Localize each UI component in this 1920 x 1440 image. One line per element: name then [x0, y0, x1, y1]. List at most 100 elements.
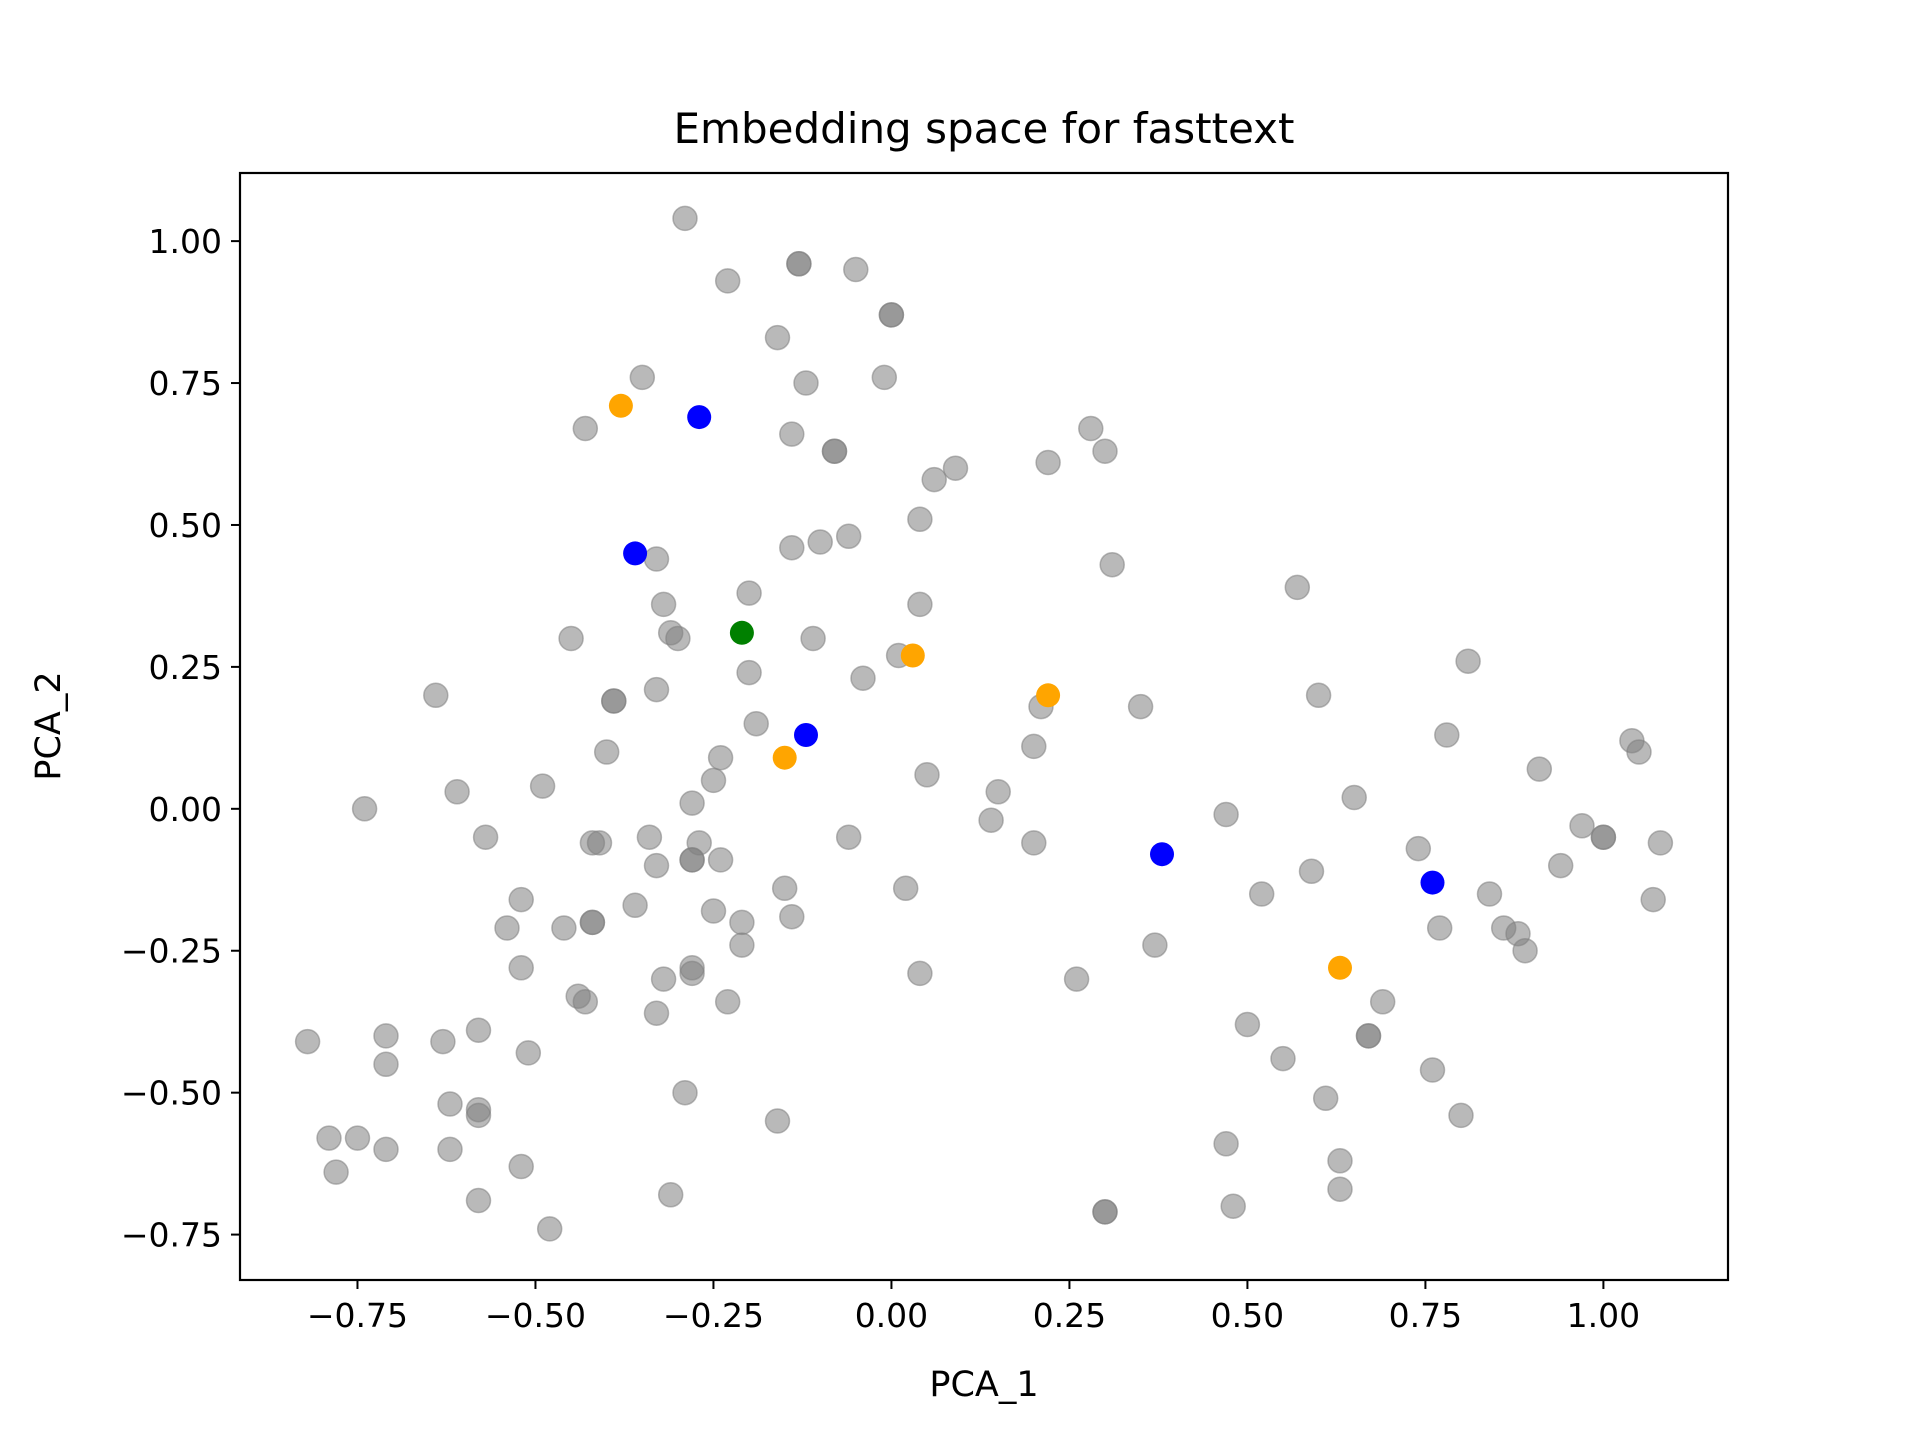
scatter-point-0-26: [650, 591, 677, 618]
scatter-point-0-136: [764, 1108, 791, 1134]
scatter-point-0-87: [771, 875, 798, 902]
x-tick-label: −0.25: [663, 1296, 764, 1335]
scatter-point-0-124: [1355, 1023, 1382, 1049]
scatter-point-1-0: [687, 405, 712, 430]
scatter-point-0-84: [622, 892, 648, 919]
scatter-point-0-42: [1305, 682, 1332, 709]
scatter-point-0-125: [1369, 989, 1396, 1015]
scatter-point-0-138: [1092, 1199, 1118, 1225]
scatter-point-2-4: [1328, 955, 1352, 980]
scatter-point-0-97: [572, 989, 599, 1015]
scatter-point-0-86: [729, 909, 755, 936]
scatter-point-0-64: [586, 830, 613, 856]
scatter-point-0-144: [1448, 1102, 1474, 1129]
y-tick-label: −0.50: [121, 1074, 222, 1113]
scatter-point-0-55: [700, 767, 727, 794]
scatter-point-0-114: [430, 1028, 456, 1055]
scatter-point-0-56: [679, 790, 705, 816]
scatter-point-3-0: [729, 620, 754, 645]
scatter-point-0-21: [643, 546, 670, 572]
scatter-point-0-105: [1063, 966, 1090, 992]
scatter-point-0-60: [1341, 784, 1367, 811]
scatter-point-0-128: [344, 1125, 371, 1151]
scatter-point-0-44: [1127, 693, 1154, 720]
scatter-point-2-2: [1036, 683, 1061, 708]
scatter-point-0-7: [764, 324, 791, 351]
scatter-point-0-37: [643, 676, 670, 703]
scatter-point-0-80: [494, 915, 520, 941]
scatter-point-0-9: [793, 370, 819, 396]
scatter-point-0-133: [508, 1153, 534, 1180]
scatter-point-0-8: [629, 364, 656, 391]
scatter-point-0-70: [707, 847, 734, 873]
points-layer: [294, 205, 1674, 1242]
x-tick-label: −0.50: [485, 1296, 586, 1335]
x-tick-label: 0.75: [1389, 1296, 1462, 1335]
scatter-point-0-120: [672, 1079, 698, 1106]
scatter-point-0-134: [536, 1216, 563, 1242]
y-tick-label: 0.50: [149, 506, 222, 545]
scatter-point-0-3: [786, 251, 812, 277]
scatter-point-0-112: [373, 1023, 399, 1049]
scatter-point-0-62: [472, 824, 499, 850]
scatter-point-0-110: [1512, 937, 1538, 964]
scatter-point-0-79: [508, 886, 534, 913]
scatter-point-0-132: [465, 1187, 492, 1214]
scatter-point-1-3: [1150, 842, 1174, 867]
scatter-point-0-90: [1248, 881, 1275, 907]
scatter-point-0-101: [729, 932, 755, 958]
scatter-point-1-4: [1420, 870, 1445, 895]
scatter-point-0-4: [843, 256, 869, 283]
scatter-point-0-85: [700, 898, 727, 924]
scatter-point-0-14: [821, 438, 848, 464]
scatter-point-0-111: [294, 1028, 321, 1055]
scatter-point-0-81: [551, 915, 577, 941]
scatter-point-0-66: [643, 852, 670, 879]
scatter-point-0-107: [1426, 915, 1453, 941]
scatter-point-0-45: [743, 710, 769, 737]
x-tick-label: 1.00: [1567, 1296, 1640, 1335]
scatter-point-0-78: [1647, 830, 1674, 856]
scatter-point-0-104: [907, 960, 933, 987]
scatter-point-0-24: [835, 523, 862, 550]
scatter-point-0-15: [1078, 415, 1104, 442]
chart-title: Embedding space for fasttext: [674, 104, 1295, 153]
scatter-point-2-0: [608, 393, 633, 418]
scatter-point-1-2: [794, 723, 818, 747]
scatter-point-0-16: [1035, 449, 1061, 476]
scatter-point-1-1: [623, 541, 648, 566]
scatter-point-0-77: [1590, 824, 1617, 850]
scatter-point-0-18: [921, 466, 947, 493]
scatter-point-0-39: [601, 688, 627, 714]
scatter-point-0-17: [1092, 438, 1118, 464]
scatter-point-0-52: [351, 796, 378, 822]
scatter-point-0-53: [444, 779, 470, 805]
scatter-point-0-40: [736, 659, 762, 686]
scatter-point-0-19: [942, 455, 969, 481]
y-tick-label: −0.25: [121, 932, 222, 971]
x-tick-label: 0.25: [1033, 1296, 1106, 1335]
scatter-point-0-32: [665, 625, 691, 652]
scatter-point-0-75: [1569, 813, 1595, 839]
scatter-point-0-48: [1021, 733, 1047, 760]
scatter-point-0-47: [707, 744, 734, 771]
scatter-point-0-71: [835, 824, 862, 850]
scatter-point-0-93: [1547, 852, 1574, 879]
scatter-point-0-94: [1640, 886, 1666, 913]
x-tick-label: 0.50: [1211, 1296, 1284, 1335]
scatter-point-0-10: [871, 364, 898, 391]
scatter-point-0-58: [985, 779, 1011, 805]
scatter-point-0-126: [1419, 1057, 1446, 1083]
scatter-point-0-22: [779, 534, 805, 561]
scatter-point-0-23: [807, 529, 833, 555]
plot-frame: [238, 171, 1730, 1282]
scatter-point-0-135: [657, 1182, 684, 1208]
scatter-point-0-46: [593, 739, 620, 765]
x-tick-label: 0.00: [855, 1296, 928, 1335]
scatter-point-0-28: [907, 591, 933, 618]
scatter-point-0-140: [1220, 1193, 1246, 1219]
scatter-point-0-91: [1298, 858, 1325, 885]
scatter-point-0-0: [672, 205, 698, 232]
scatter-point-0-92: [1476, 881, 1503, 907]
